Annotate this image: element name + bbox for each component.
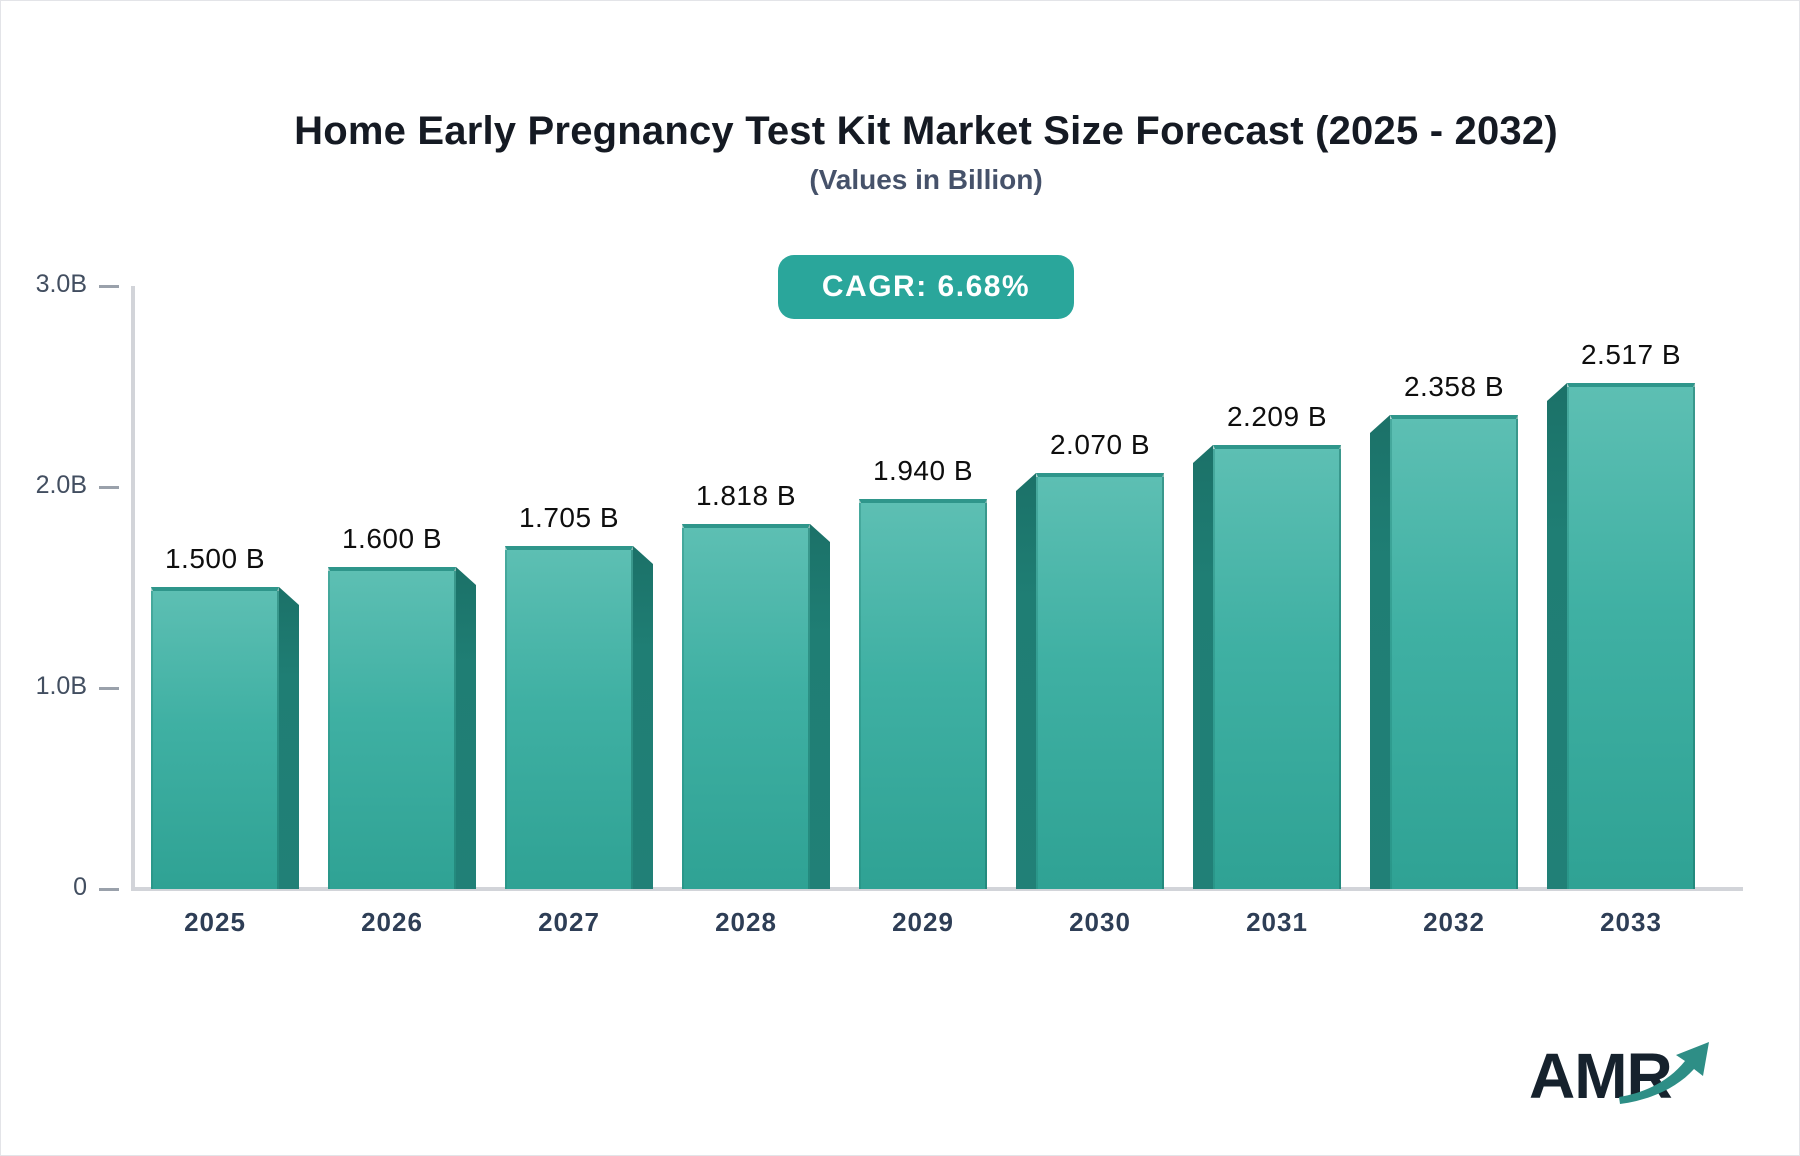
bar-side-face [1193, 445, 1213, 889]
x-axis-label: 2029 [892, 907, 954, 937]
y-axis-tick [99, 285, 119, 288]
bar-side-face [1370, 415, 1390, 889]
bar-side-face [633, 546, 653, 889]
y-axis-tick [99, 486, 119, 489]
x-axis-label: 2026 [361, 907, 423, 937]
y-axis-label: 2.0B [35, 471, 87, 499]
y-axis-label: 3.0B [35, 270, 87, 298]
bar-side-face [1016, 473, 1036, 889]
chart-title: Home Early Pregnancy Test Kit Market Siz… [294, 109, 1558, 153]
bar-value-label: 2.209 B [1226, 401, 1328, 432]
bar-value-label: 2.358 B [1403, 371, 1505, 402]
y-axis-tick [99, 888, 119, 891]
bar-value-label: 1.818 B [695, 480, 797, 511]
badge-row: CAGR: 6.68% [51, 255, 1799, 319]
x-axis-label: 2027 [538, 907, 600, 937]
subtitle-row: (Values in Billion) [51, 164, 1799, 196]
y-axis-label: 0 [73, 873, 87, 901]
bar-2029 [859, 499, 987, 889]
bar-2030 [1036, 473, 1164, 889]
bar-side-face [456, 567, 476, 889]
bar-2031 [1213, 445, 1341, 889]
chart-subtitle: (Values in Billion) [809, 164, 1043, 195]
y-axis-tick [99, 687, 119, 690]
bar-value-label: 1.705 B [518, 502, 620, 533]
amr-logo-text: AMR [1529, 1040, 1673, 1112]
bar-2032 [1390, 415, 1518, 889]
bar-side-face [279, 587, 299, 889]
bar-2028 [682, 524, 810, 889]
bar-2033 [1567, 383, 1695, 889]
x-axis-label: 2032 [1423, 907, 1485, 937]
y-axis-label: 1.0B [35, 672, 87, 700]
x-axis-label: 2028 [715, 907, 777, 937]
x-axis-label: 2025 [184, 907, 246, 937]
x-axis-label: 2033 [1600, 907, 1662, 937]
bar-value-label: 2.517 B [1580, 339, 1682, 370]
bar-2026 [328, 567, 456, 889]
amr-logo: AMR [1529, 1029, 1729, 1119]
y-axis-line [131, 286, 135, 889]
x-axis-label: 2030 [1069, 907, 1131, 937]
title-row: Home Early Pregnancy Test Kit Market Siz… [51, 109, 1799, 154]
bar-value-label: 2.070 B [1049, 429, 1151, 460]
cagr-badge: CAGR: 6.68% [777, 255, 1075, 319]
x-axis-line [131, 887, 1743, 891]
bar-value-label: 1.940 B [872, 455, 974, 486]
bar-value-label: 1.500 B [164, 543, 266, 574]
bar-side-face [810, 524, 830, 889]
logo-arrow-icon [1619, 1042, 1709, 1104]
bar-2025 [151, 587, 279, 889]
bar-2027 [505, 546, 633, 889]
bar-side-face [1547, 383, 1567, 889]
x-axis-label: 2031 [1246, 907, 1308, 937]
bar-value-label: 1.600 B [341, 523, 443, 554]
